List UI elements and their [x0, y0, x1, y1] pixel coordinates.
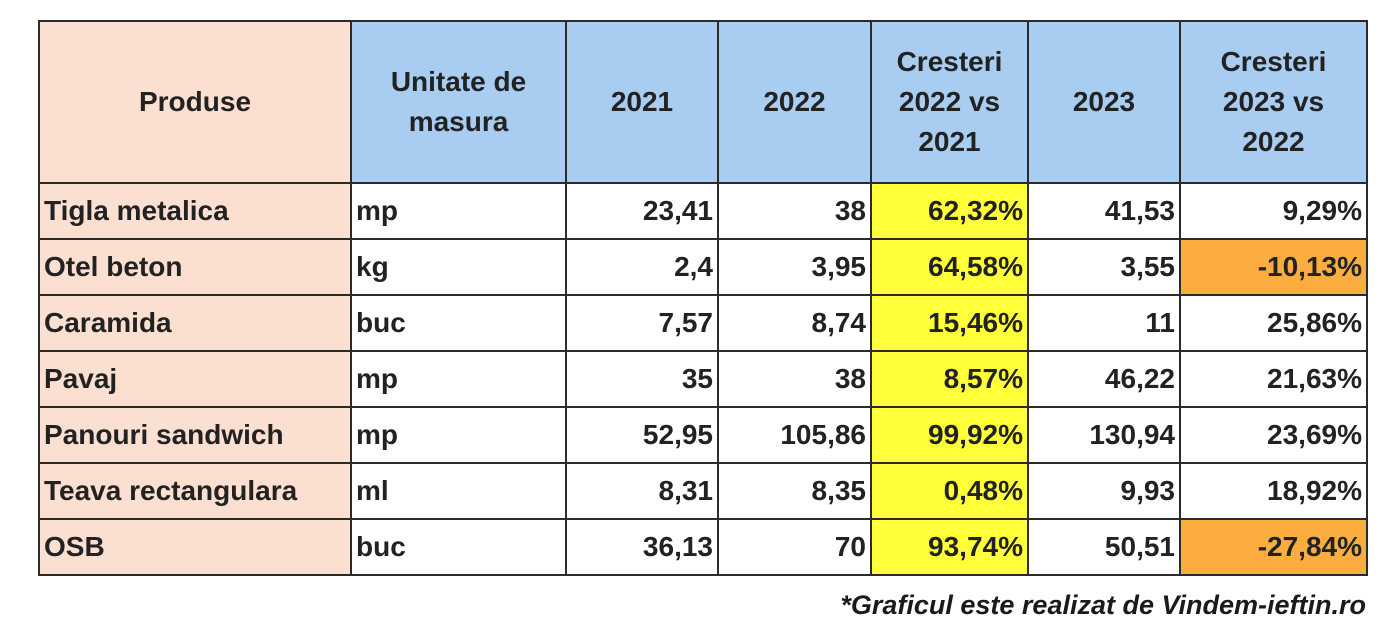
product-cell: OSB — [38, 518, 352, 576]
product-cell: Panouri sandwich — [38, 406, 352, 464]
table-row: Otel beton kg 2,4 3,95 64,58% 3,55 -10,13% — [38, 238, 1368, 296]
value-2021-cell: 8,31 — [565, 462, 719, 520]
value-2022-cell: 8,35 — [717, 462, 872, 520]
product-cell: Teava rectangulara — [38, 462, 352, 520]
growth-2023-cell: 9,29% — [1179, 182, 1368, 240]
header-unitate: Unitate de masura — [350, 20, 567, 184]
growth-2022-cell: 0,48% — [870, 462, 1029, 520]
product-cell: Pavaj — [38, 350, 352, 408]
header-2023: 2023 — [1027, 20, 1181, 184]
growth-2022-cell: 15,46% — [870, 294, 1029, 352]
value-2023-cell: 9,93 — [1027, 462, 1181, 520]
product-cell: Tigla metalica — [38, 182, 352, 240]
value-2022-cell: 70 — [717, 518, 872, 576]
value-2021-cell: 35 — [565, 350, 719, 408]
table-row: Caramida buc 7,57 8,74 15,46% 11 25,86% — [38, 294, 1368, 352]
product-cell: Caramida — [38, 294, 352, 352]
value-2021-cell: 2,4 — [565, 238, 719, 296]
table-row: Pavaj mp 35 38 8,57% 46,22 21,63% — [38, 350, 1368, 408]
header-row: Produse Unitate de masura 2021 2022 Cres… — [38, 20, 1368, 184]
growth-2022-cell: 64,58% — [870, 238, 1029, 296]
growth-2023-cell: -27,84% — [1179, 518, 1368, 576]
unit-cell: ml — [350, 462, 567, 520]
table-row: OSB buc 36,13 70 93,74% 50,51 -27,84% — [38, 518, 1368, 576]
value-2023-cell: 41,53 — [1027, 182, 1181, 240]
value-2023-cell: 130,94 — [1027, 406, 1181, 464]
growth-2023-cell: 25,86% — [1179, 294, 1368, 352]
unit-cell: mp — [350, 182, 567, 240]
growth-2023-cell: 21,63% — [1179, 350, 1368, 408]
value-2023-cell: 46,22 — [1027, 350, 1181, 408]
value-2022-cell: 38 — [717, 182, 872, 240]
unit-cell: kg — [350, 238, 567, 296]
table-row: Panouri sandwich mp 52,95 105,86 99,92% 130,9… — [38, 406, 1368, 464]
value-2023-cell: 11 — [1027, 294, 1181, 352]
growth-2023-cell: 23,69% — [1179, 406, 1368, 464]
header-2021: 2021 — [565, 20, 719, 184]
growth-2022-cell: 93,74% — [870, 518, 1029, 576]
value-2023-cell: 3,55 — [1027, 238, 1181, 296]
growth-2023-cell: 18,92% — [1179, 462, 1368, 520]
growth-2022-cell: 99,92% — [870, 406, 1029, 464]
header-2022: 2022 — [717, 20, 872, 184]
value-2023-cell: 50,51 — [1027, 518, 1181, 576]
growth-2022-cell: 8,57% — [870, 350, 1029, 408]
unit-cell: buc — [350, 294, 567, 352]
value-2022-cell: 8,74 — [717, 294, 872, 352]
table-row: Teava rectangulara ml 8,31 8,35 0,48% 9,93 18,… — [38, 462, 1368, 520]
growth-2023-cell: -10,13% — [1179, 238, 1368, 296]
footnote: *Graficul este realizat de Vindem-ieftin… — [840, 590, 1366, 620]
product-cell: Otel beton — [38, 238, 352, 296]
header-produse: Produse — [38, 20, 352, 184]
header-cresteri-2023: Cresteri 2023 vs 2022 — [1179, 20, 1368, 184]
header-cresteri-2022: Cresteri 2022 vs 2021 — [870, 20, 1029, 184]
value-2021-cell: 7,57 — [565, 294, 719, 352]
table-row: Tigla metalica mp 23,41 38 62,32% 41,53 9,29% — [38, 182, 1368, 240]
value-2022-cell: 3,95 — [717, 238, 872, 296]
unit-cell: mp — [350, 406, 567, 464]
unit-cell: mp — [350, 350, 567, 408]
growth-2022-cell: 62,32% — [870, 182, 1029, 240]
unit-cell: buc — [350, 518, 567, 576]
value-2022-cell: 38 — [717, 350, 872, 408]
value-2021-cell: 23,41 — [565, 182, 719, 240]
value-2022-cell: 105,86 — [717, 406, 872, 464]
value-2021-cell: 52,95 — [565, 406, 719, 464]
value-2021-cell: 36,13 — [565, 518, 719, 576]
price-table: Produse Unitate de masura 2021 2022 Cres… — [38, 20, 1368, 576]
